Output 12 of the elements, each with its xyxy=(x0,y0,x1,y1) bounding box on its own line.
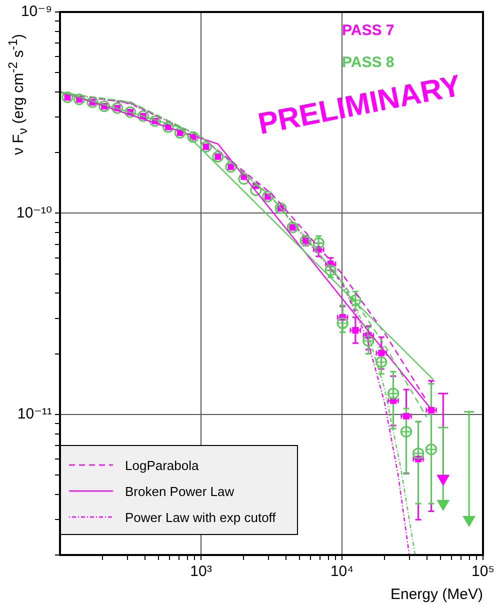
y-tick-label: 10⁻⁹ xyxy=(20,3,52,20)
y-tick-label: 10⁻¹⁰ xyxy=(16,204,52,222)
legend-label: Broken Power Law xyxy=(125,484,234,498)
x-tick-label: 10⁵ xyxy=(472,563,494,580)
y-tick-label: 10⁻¹¹ xyxy=(17,406,52,423)
x-tick-label: 10⁴ xyxy=(330,563,354,580)
x-tick-label: 10³ xyxy=(190,563,212,580)
text: PASS 8 xyxy=(342,54,394,73)
x-axis-title: Energy (MeV) xyxy=(390,586,483,604)
legend-label: LogParabola xyxy=(125,458,199,472)
text: PASS 7 xyxy=(342,22,394,41)
legend-label: Power Law with exp cutoff xyxy=(125,510,276,524)
